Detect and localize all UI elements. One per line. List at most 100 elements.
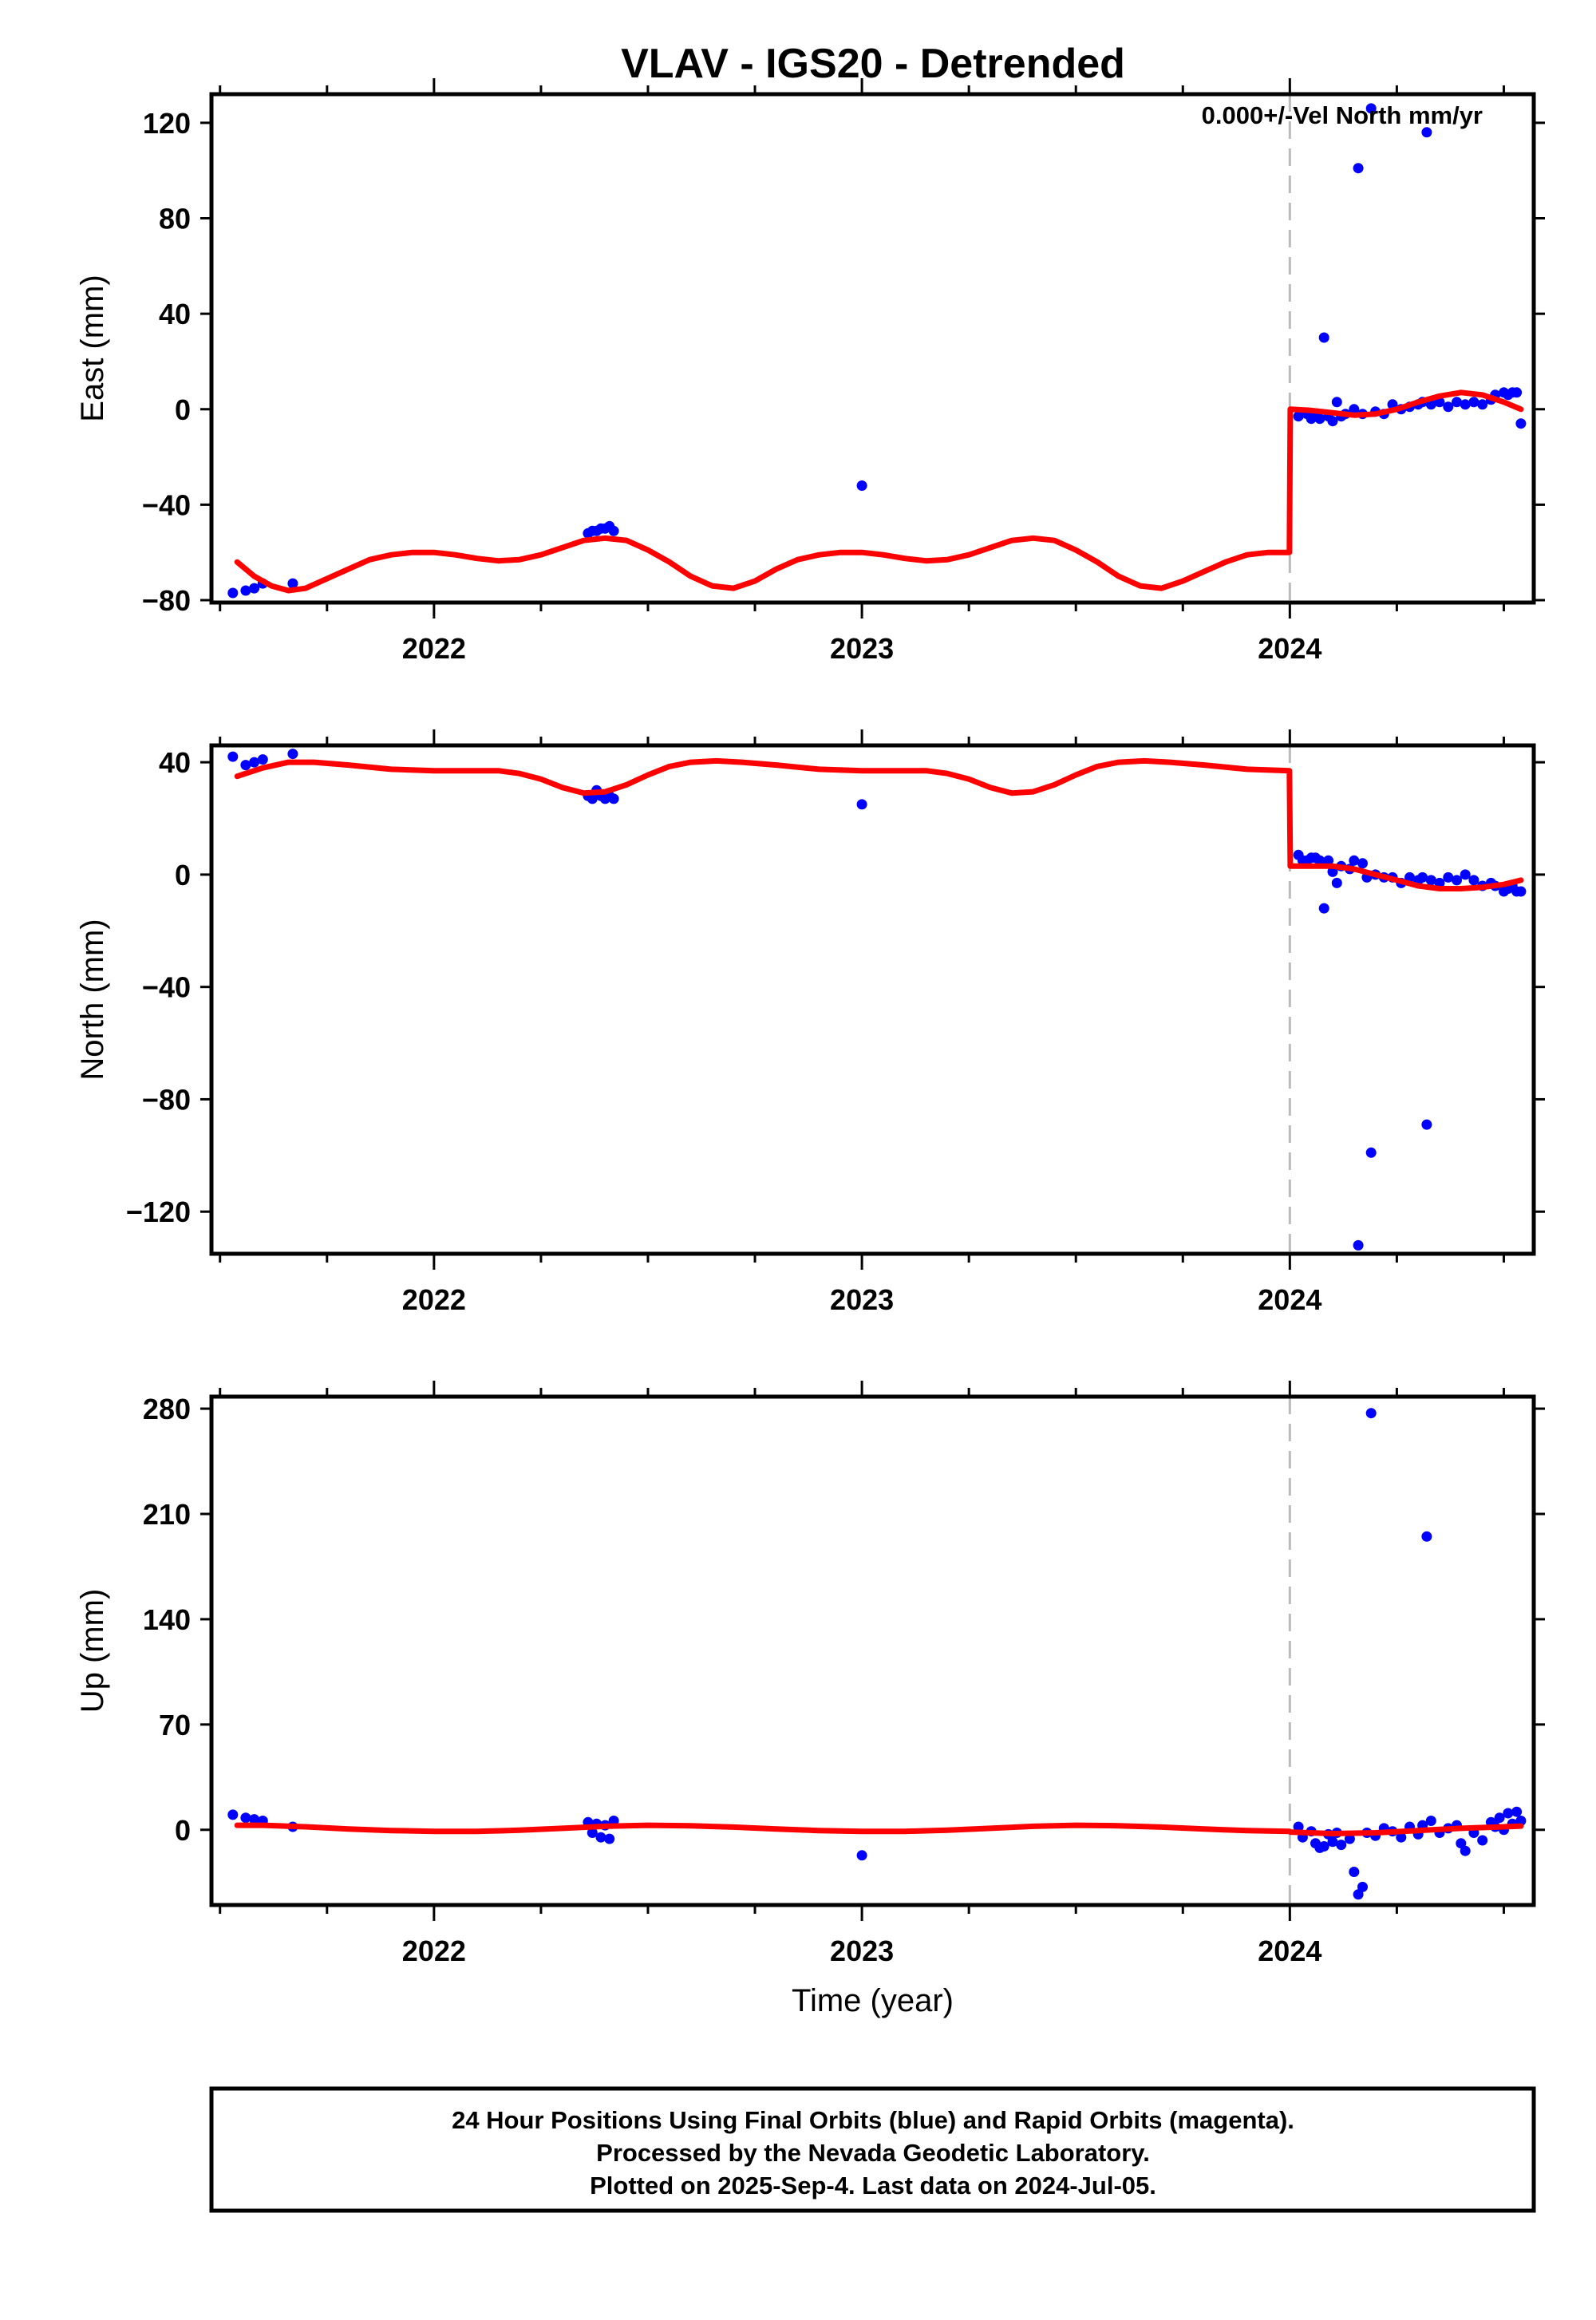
data-point	[587, 1828, 598, 1838]
data-point	[1425, 1816, 1436, 1826]
y-axis-label: East (mm)	[75, 275, 110, 421]
data-point	[1314, 855, 1325, 866]
y-tick-label: −40	[142, 971, 191, 1004]
y-axis-label: Up (mm)	[75, 1589, 110, 1713]
y-tick-label: 80	[159, 203, 191, 235]
data-point	[1353, 1239, 1364, 1251]
footer-frame	[209, 2086, 1536, 2213]
y-tick-label: 140	[143, 1603, 191, 1636]
data-point	[1353, 1889, 1364, 1900]
data-point	[1349, 855, 1360, 866]
data-point	[1443, 401, 1454, 413]
data-point	[1456, 1838, 1467, 1849]
data-point	[1515, 418, 1527, 429]
data-point	[1365, 1147, 1377, 1158]
data-point	[1365, 103, 1377, 114]
data-point	[1460, 869, 1471, 880]
x-tick-label: 2024	[1258, 1283, 1321, 1316]
data-point	[1421, 1119, 1432, 1130]
data-point	[1318, 1841, 1329, 1852]
data-point	[1314, 413, 1325, 425]
data-point	[287, 578, 298, 589]
y-tick-label: −120	[126, 1196, 191, 1228]
data-point	[1323, 855, 1334, 866]
model-curve	[234, 389, 1524, 594]
x-tick-label: 2024	[1258, 1935, 1321, 1967]
y-tick-label: −80	[142, 1083, 191, 1116]
data-point	[227, 587, 239, 599]
data-point	[1357, 1881, 1368, 1892]
data-point	[240, 1812, 251, 1824]
x-tick-label: 2022	[402, 1935, 466, 1967]
y-tick-label: 0	[175, 1814, 191, 1847]
data-point	[1396, 1832, 1407, 1843]
y-tick-label: −40	[142, 488, 191, 521]
data-point	[1349, 1867, 1360, 1877]
data-point	[1494, 1812, 1505, 1824]
data-point	[1349, 404, 1360, 415]
data-point	[1293, 411, 1304, 422]
x-tick-label: 2024	[1258, 632, 1321, 665]
data-point	[1421, 127, 1432, 138]
data-point	[249, 1814, 260, 1825]
data-point	[1404, 871, 1415, 883]
data-point	[1477, 399, 1488, 410]
x-tick-label: 2022	[402, 1283, 466, 1316]
y-tick-label: 70	[159, 1709, 191, 1741]
data-point	[249, 757, 260, 768]
data-point	[287, 749, 298, 760]
data-point	[1327, 416, 1338, 427]
model-curve	[234, 1822, 1524, 1836]
data-point	[1425, 875, 1436, 886]
plot-frame	[209, 1394, 1536, 1907]
data-point	[1344, 1833, 1355, 1844]
data-point	[257, 754, 268, 765]
y-axis-label: North (mm)	[75, 919, 110, 1080]
east-panel: −80 −40 0 40 80 120 2022 2023 2024 East (mm) 0.000…	[75, 78, 1545, 665]
footer-box: 24 Hour Positions Using Final Orbits (bl…	[209, 2086, 1536, 2213]
north-panel: −120 −80 −40 0 40 2022 2023 2024 North (mm)	[75, 729, 1545, 1316]
y-tick-label: 280	[143, 1393, 191, 1425]
data-point	[1511, 1806, 1523, 1817]
x-axis-label: Time (year)	[792, 1983, 954, 2018]
data-point	[1503, 1808, 1514, 1819]
data-point	[1357, 858, 1368, 869]
data-point	[1452, 875, 1462, 886]
data-point	[1318, 332, 1329, 343]
data-point	[1293, 1821, 1304, 1832]
data-point	[1477, 1835, 1488, 1846]
x-tick-label: 2023	[830, 1935, 894, 1967]
y-tick-label: 40	[159, 298, 191, 330]
data-point	[856, 799, 867, 810]
y-tick-label: 0	[175, 859, 191, 891]
data-point	[227, 1809, 239, 1820]
data-point	[1460, 1845, 1471, 1856]
data-point	[240, 585, 251, 596]
y-tick-label: −80	[142, 584, 191, 617]
up-panel: 0 70 140 210 280 2022 2023 2024 Up (mm) Time (yea…	[75, 1381, 1545, 2018]
data-point	[587, 793, 598, 804]
data-point	[1353, 163, 1364, 174]
y-tick-label: 40	[159, 746, 191, 779]
data-point	[1331, 877, 1342, 888]
plot-frame	[209, 92, 1536, 605]
y-tick-label: 120	[143, 107, 191, 140]
data-point	[856, 480, 867, 491]
data-point	[1327, 1836, 1338, 1848]
x-tick-label: 2022	[402, 632, 466, 665]
data-point	[1468, 875, 1479, 886]
data-point	[1318, 903, 1329, 914]
data-point	[1460, 399, 1471, 410]
data-point	[608, 793, 619, 804]
data-point	[1365, 1408, 1377, 1419]
x-tick-label: 2023	[830, 1283, 894, 1316]
model-curve	[234, 757, 1524, 891]
footer-line-2: Processed by the Nevada Geodetic Laborat…	[596, 2139, 1150, 2167]
data-point	[227, 751, 239, 762]
data-point	[1417, 871, 1428, 883]
velocity-annotation: 0.000+/-Vel North mm/yr	[1202, 101, 1483, 129]
data-point	[1421, 1531, 1432, 1542]
data-point	[1515, 886, 1527, 897]
data-point	[249, 583, 260, 594]
